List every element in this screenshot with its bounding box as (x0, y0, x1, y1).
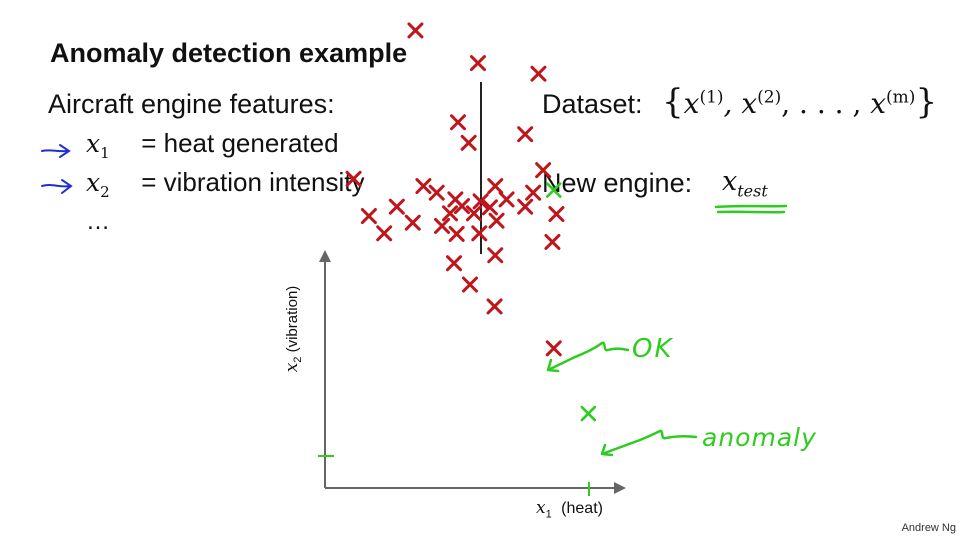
xtest-underline-icon (714, 204, 788, 214)
anomaly-arrow-icon (600, 429, 698, 457)
data-point (465, 205, 482, 222)
feature-x1: x1 = heat generated (86, 128, 339, 162)
data-point (442, 205, 459, 222)
data-point (481, 199, 498, 216)
author-credit: Andrew Ng (901, 522, 956, 534)
data-point (471, 225, 488, 242)
data-point (446, 255, 463, 272)
ok-arrow-icon (546, 341, 630, 373)
anomaly-annotation: anomaly (702, 423, 817, 452)
features-heading: Aircraft engine features: (48, 89, 335, 119)
data-point (407, 22, 424, 39)
data-point (472, 193, 489, 210)
test-point-ok (545, 182, 562, 198)
scatter-points (345, 22, 597, 422)
dataset-formula: {x(1), x(2), . . . , x(m)} (662, 82, 938, 122)
data-point (434, 217, 451, 234)
arrow-feature-x1-icon (41, 144, 71, 158)
ok-annotation: OK (632, 334, 674, 364)
data-point (376, 225, 393, 242)
y-axis-label: x2 (vibration) (282, 285, 304, 373)
feature-x1-symbol: x1 (86, 129, 110, 162)
feature-x2: x2 = vibration intensity (86, 167, 365, 201)
column-divider (480, 82, 482, 254)
data-point (460, 134, 477, 151)
data-point (517, 198, 534, 215)
data-point (404, 214, 421, 231)
data-point (535, 162, 552, 179)
data-point (388, 198, 405, 215)
data-point (498, 191, 515, 208)
data-point (530, 65, 547, 82)
data-point (428, 184, 445, 201)
feature-x2-symbol: x2 (86, 168, 110, 201)
data-point (450, 114, 466, 131)
test-point-anomaly (580, 405, 597, 422)
data-point (525, 184, 542, 201)
arrow-feature-x2-icon (41, 179, 73, 194)
data-point (517, 126, 534, 143)
data-point (453, 198, 470, 215)
data-point (487, 178, 504, 195)
data-point (486, 298, 503, 315)
dataset-label: Dataset: (542, 89, 643, 119)
xtest-symbol: xtest (722, 166, 768, 201)
feature-x2-desc: = vibration intensity (141, 167, 365, 197)
data-point (488, 212, 505, 229)
plot-axes (319, 250, 626, 494)
data-point (487, 247, 504, 264)
data-point (544, 233, 561, 250)
data-point (548, 206, 565, 223)
data-point (360, 208, 377, 225)
x-axis-label: x1 (heat) (536, 498, 603, 521)
data-point (448, 225, 465, 242)
features-ellipsis: … (86, 208, 110, 235)
feature-x1-desc: = heat generated (141, 128, 339, 158)
data-point (345, 170, 362, 187)
new-engine-label: New engine: (542, 168, 693, 198)
data-point (461, 276, 478, 293)
data-point (415, 178, 432, 195)
data-point (545, 340, 562, 357)
data-point (469, 55, 486, 72)
slide-title: Anomaly detection example (50, 38, 408, 68)
